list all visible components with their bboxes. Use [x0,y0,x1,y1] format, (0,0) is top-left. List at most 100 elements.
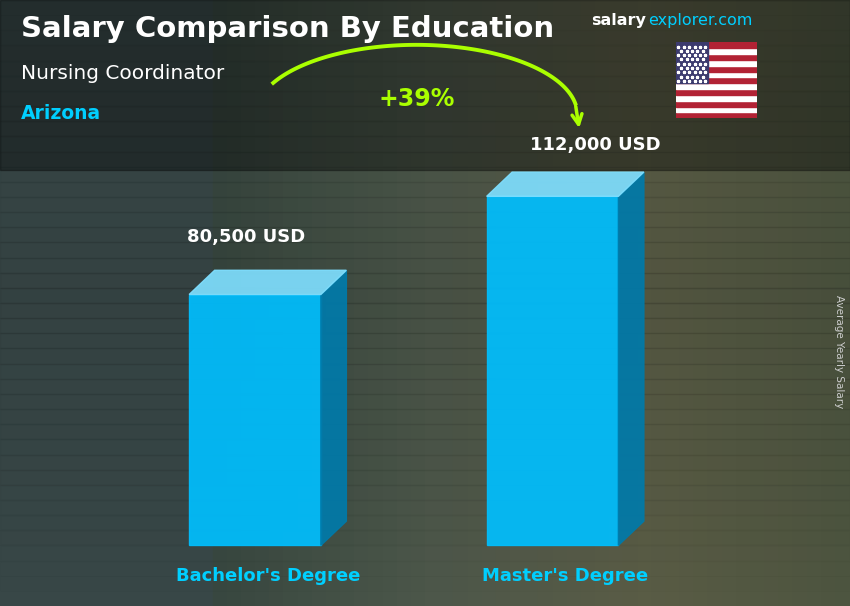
Bar [676,72,756,78]
Bar [538,0,552,606]
Polygon shape [189,270,347,295]
Bar [0,515,850,530]
Bar [0,561,850,576]
Bar [676,42,756,48]
Bar [14,0,28,606]
Bar [453,0,468,606]
Bar [57,0,71,606]
Bar [676,54,756,60]
Bar [496,0,510,606]
Bar [298,0,312,606]
Bar [0,61,850,76]
Bar [397,0,411,606]
Bar [0,45,850,61]
Bar [128,0,142,606]
Bar [283,0,298,606]
Bar [468,0,482,606]
Bar [326,0,340,606]
Bar [676,107,756,112]
Bar [0,454,850,470]
Bar [184,0,198,606]
Bar [708,0,722,606]
Bar [0,273,850,288]
Bar [765,0,779,606]
Bar [0,530,850,545]
Bar [0,212,850,227]
Bar [198,0,212,606]
Bar [0,409,850,424]
Bar [638,0,652,606]
Bar [71,0,85,606]
Bar [0,182,850,197]
Bar [482,0,496,606]
Bar [793,0,808,606]
Bar [609,0,623,606]
Text: Arizona: Arizona [21,104,101,123]
Bar [510,0,524,606]
Bar [0,439,850,454]
Bar [822,0,836,606]
Bar [676,83,756,89]
Bar [676,65,756,72]
Bar [676,112,756,118]
Polygon shape [320,270,347,545]
Text: 112,000 USD: 112,000 USD [530,136,660,154]
Bar [0,470,850,485]
Bar [676,78,756,83]
Bar [212,0,227,606]
Bar [694,0,708,606]
Text: explorer.com: explorer.com [649,13,753,28]
Bar [524,0,538,606]
Bar [0,0,850,15]
Bar [623,0,638,606]
Bar [0,318,850,333]
Bar [0,424,850,439]
Bar [722,0,737,606]
Text: salary: salary [591,13,646,28]
Bar [0,379,850,394]
Text: Salary Comparison By Education: Salary Comparison By Education [21,15,554,43]
Polygon shape [618,172,644,545]
Bar [42,0,57,606]
Bar [0,121,850,136]
Bar [312,0,326,606]
Bar [676,48,756,54]
Bar [808,0,822,606]
Bar [779,0,793,606]
Bar [0,136,850,152]
Text: Nursing Coordinator: Nursing Coordinator [21,64,224,82]
Bar [85,0,99,606]
Bar [751,0,765,606]
Polygon shape [486,172,644,196]
Text: +39%: +39% [378,87,455,112]
Bar [486,196,618,545]
Bar [0,576,850,591]
Bar [227,0,241,606]
Bar [156,0,170,606]
Text: Average Yearly Salary: Average Yearly Salary [834,295,844,408]
Bar [595,0,609,606]
Bar [340,0,354,606]
Bar [737,0,751,606]
Bar [0,0,850,170]
Bar [142,0,156,606]
Bar [0,258,850,273]
Text: Master's Degree: Master's Degree [482,567,649,585]
Bar [99,0,113,606]
Bar [0,152,850,167]
Bar [0,0,14,606]
Bar [836,0,850,606]
Bar [0,106,850,121]
Bar [0,348,850,364]
Bar [241,0,255,606]
Bar [0,167,850,182]
Bar [425,0,439,606]
Bar [0,15,850,30]
Bar [0,394,850,409]
Text: Bachelor's Degree: Bachelor's Degree [176,567,360,585]
Bar [676,101,756,107]
Bar [255,0,269,606]
Bar [354,0,368,606]
Bar [581,0,595,606]
Bar [411,0,425,606]
